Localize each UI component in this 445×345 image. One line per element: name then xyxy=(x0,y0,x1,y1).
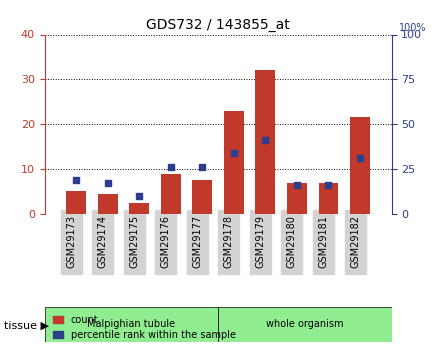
FancyBboxPatch shape xyxy=(218,307,392,342)
Text: Malpighian tubule: Malpighian tubule xyxy=(87,319,175,329)
Bar xyxy=(161,174,181,214)
Point xyxy=(73,177,80,183)
Point xyxy=(104,180,111,185)
Bar xyxy=(255,70,275,214)
Bar xyxy=(224,111,244,214)
Point xyxy=(167,164,174,170)
Point xyxy=(325,182,332,188)
Bar xyxy=(66,191,86,214)
Text: tissue ▶: tissue ▶ xyxy=(4,321,49,331)
Point xyxy=(199,164,206,170)
Point xyxy=(262,137,269,143)
Title: GDS732 / 143855_at: GDS732 / 143855_at xyxy=(146,18,290,32)
Point xyxy=(136,193,143,199)
Point xyxy=(356,155,364,161)
FancyBboxPatch shape xyxy=(44,307,218,342)
Bar xyxy=(350,117,370,214)
Bar xyxy=(319,183,339,214)
Bar xyxy=(192,180,212,214)
Bar xyxy=(287,183,307,214)
Point xyxy=(293,182,300,188)
Point xyxy=(230,150,237,156)
Text: 100%: 100% xyxy=(399,23,426,33)
Bar xyxy=(97,194,117,214)
Text: whole organism: whole organism xyxy=(266,319,344,329)
Bar xyxy=(129,203,149,214)
Legend: count, percentile rank within the sample: count, percentile rank within the sample xyxy=(49,311,240,344)
